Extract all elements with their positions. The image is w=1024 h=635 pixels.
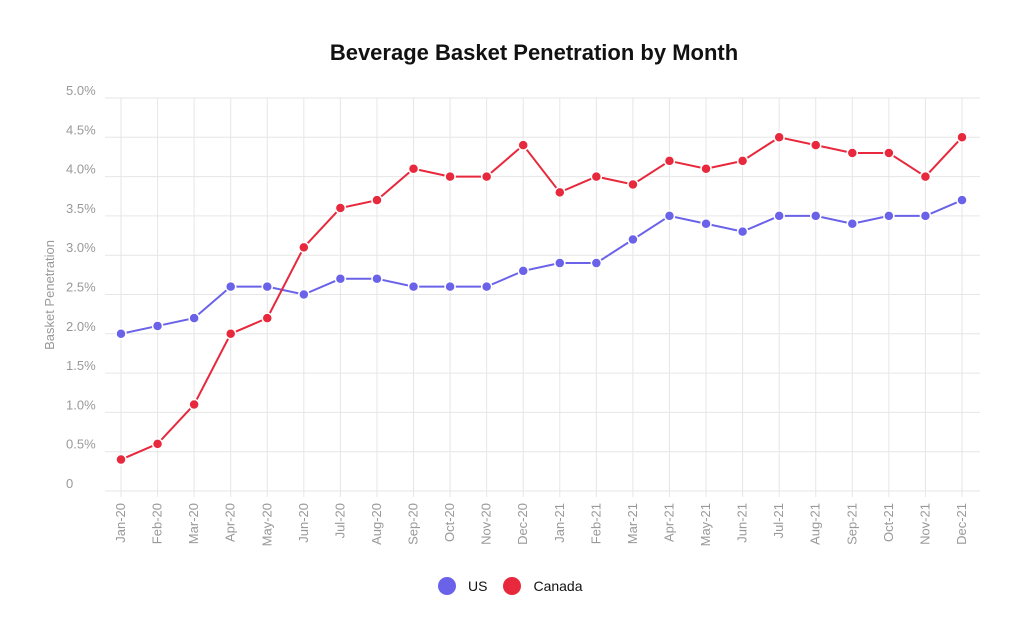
- data-point-us: [151, 320, 164, 332]
- data-point-canada: [224, 328, 237, 340]
- x-tick-label: Jan-21: [552, 503, 567, 543]
- data-point-us: [809, 210, 822, 222]
- data-point-us: [736, 225, 749, 238]
- legend-label-canada: Canada: [533, 578, 583, 594]
- y-tick-label: 3.0%: [66, 240, 96, 255]
- legend-item-us[interactable]: US: [438, 577, 487, 595]
- x-tick-label: Mar-21: [625, 503, 640, 544]
- data-point-canada: [700, 162, 712, 175]
- y-tick-label: 1.5%: [66, 358, 96, 373]
- data-point-canada: [407, 162, 420, 175]
- y-tick-label: 0.5%: [66, 437, 96, 452]
- data-point-canada: [554, 186, 566, 199]
- y-tick-label: 1.0%: [66, 397, 96, 412]
- data-point-canada: [444, 170, 456, 183]
- data-point-us: [371, 273, 383, 285]
- x-tick-label: Oct-21: [881, 503, 896, 542]
- data-point-us: [700, 218, 712, 230]
- data-point-us: [956, 194, 968, 206]
- legend-label-us: US: [468, 578, 488, 594]
- data-point-us: [883, 210, 895, 222]
- data-point-canada: [956, 131, 968, 144]
- data-point-us: [773, 210, 785, 222]
- x-tick-label: Nov-20: [479, 503, 494, 545]
- data-point-canada: [188, 398, 200, 411]
- data-point-us: [627, 233, 639, 246]
- x-tick-label: Apr-20: [223, 503, 238, 542]
- y-tick-label: 4.5%: [66, 122, 96, 137]
- data-point-us: [663, 210, 676, 222]
- x-tick-label: Dec-20: [515, 503, 530, 545]
- x-tick-label: Feb-21: [588, 503, 603, 544]
- data-point-us: [224, 280, 237, 293]
- series-line-canada: [120, 136, 963, 461]
- x-tick-label: Aug-21: [808, 503, 823, 545]
- x-tick-label: Jun-21: [735, 503, 750, 543]
- data-point-us: [334, 273, 347, 285]
- data-point-us: [919, 210, 932, 222]
- data-point-us: [480, 280, 493, 293]
- x-tick-label: Nov-21: [917, 503, 932, 545]
- data-point-canada: [590, 170, 603, 183]
- y-tick-label: 2.0%: [66, 319, 96, 334]
- legend-item-canada[interactable]: Canada: [503, 577, 583, 595]
- data-point-canada: [846, 147, 859, 159]
- data-point-canada: [773, 131, 785, 144]
- data-point-us: [115, 328, 127, 340]
- data-point-canada: [809, 139, 822, 151]
- x-tick-label: Sep-21: [844, 503, 859, 545]
- data-point-us: [188, 312, 200, 324]
- x-tick-label: Jul-21: [771, 503, 786, 538]
- data-point-canada: [663, 155, 676, 167]
- data-point-canada: [151, 438, 164, 450]
- data-point-us: [298, 288, 310, 301]
- data-point-us: [590, 257, 603, 269]
- y-tick-label: 0: [66, 476, 73, 491]
- data-point-us: [444, 280, 456, 293]
- legend-marker-canada: [503, 577, 522, 595]
- y-tick-label: 3.5%: [66, 201, 96, 216]
- data-point-us: [407, 280, 420, 293]
- data-point-us: [554, 257, 566, 269]
- data-point-canada: [371, 194, 383, 206]
- data-point-canada: [736, 155, 749, 167]
- data-point-canada: [115, 453, 127, 466]
- x-tick-label: May-21: [698, 503, 713, 546]
- x-tick-label: Aug-20: [369, 503, 384, 545]
- data-point-canada: [883, 147, 895, 159]
- y-axis-label: Basket Penetration: [42, 240, 57, 350]
- series-line-us: [120, 199, 963, 335]
- legend: US Canada: [438, 577, 599, 595]
- x-tick-label: Apr-21: [661, 503, 676, 542]
- data-point-canada: [261, 312, 274, 324]
- data-point-canada: [919, 170, 932, 183]
- data-point-us: [517, 265, 529, 277]
- data-point-canada: [480, 170, 493, 183]
- y-tick-label: 4.0%: [66, 162, 96, 177]
- x-tick-label: Sep-20: [406, 503, 421, 545]
- data-point-canada: [627, 178, 639, 191]
- data-point-us: [846, 218, 859, 230]
- x-tick-label: Oct-20: [442, 503, 457, 542]
- y-tick-label: 5.0%: [66, 83, 96, 98]
- data-point-canada: [298, 241, 310, 254]
- data-point-canada: [517, 139, 529, 151]
- legend-marker-us: [438, 577, 456, 595]
- x-tick-label: Dec-21: [954, 503, 969, 545]
- data-point-canada: [334, 202, 347, 214]
- data-point-us: [261, 280, 274, 293]
- x-tick-label: Feb-20: [150, 503, 165, 544]
- chart-title: Beverage Basket Penetration by Month: [329, 40, 739, 65]
- x-tick-label: Jan-20: [113, 503, 128, 543]
- x-tick-label: Jul-20: [332, 503, 347, 538]
- x-tick-label: May-20: [259, 503, 274, 546]
- x-tick-label: Mar-20: [186, 503, 201, 544]
- x-tick-label: Jun-20: [296, 503, 311, 543]
- y-tick-label: 2.5%: [66, 280, 96, 295]
